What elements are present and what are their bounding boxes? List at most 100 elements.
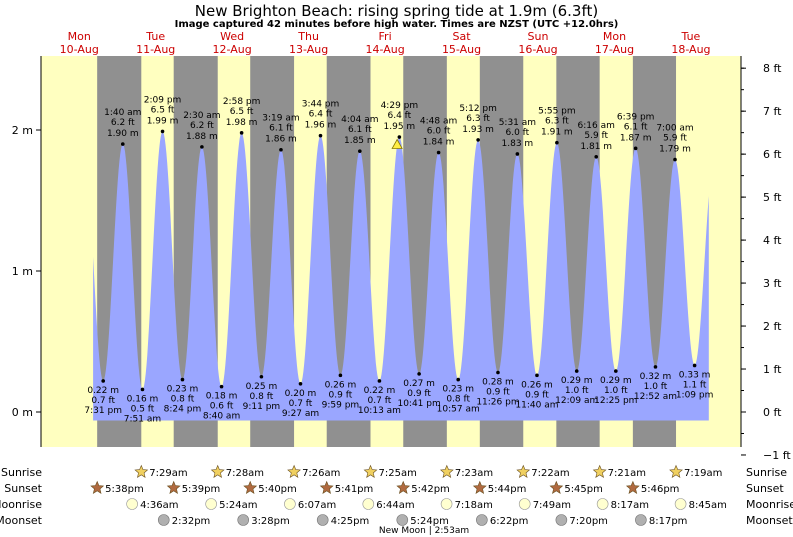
date-label: 17-Aug (595, 43, 634, 56)
sunset-time: 5:44pm (488, 484, 527, 495)
low-ft-label: 0.8 ft (446, 395, 470, 405)
low-time-label: 7:51 am (124, 414, 161, 424)
high-m-label: 1.83 m (502, 139, 534, 149)
sunrise-time: 7:28am (226, 468, 264, 479)
high-ft-label: 5.9 ft (663, 134, 687, 144)
sunset-icon (549, 480, 564, 494)
left-tick-label: 2 m (12, 124, 33, 137)
left-tick-label: 0 m (12, 406, 33, 419)
low-time-label: 9:11 pm (243, 402, 281, 412)
low-ft-label: 0.9 ft (525, 390, 549, 400)
low-m-label: 0.20 m (285, 389, 317, 399)
high-time-label: 1:40 am (104, 108, 141, 118)
high-ft-label: 6.4 ft (309, 110, 333, 120)
date-label: 12-Aug (213, 43, 252, 56)
high-ft-label: 6.2 ft (111, 118, 135, 128)
moonrise-time: 7:18am (455, 500, 493, 511)
extreme-point (101, 379, 105, 383)
high-time-label: 4:29 pm (381, 101, 419, 111)
low-ft-label: 0.7 ft (368, 396, 392, 406)
date-label: 16-Aug (518, 43, 557, 56)
date-label: 13-Aug (289, 43, 328, 56)
low-m-label: 0.25 m (246, 382, 278, 392)
low-m-label: 0.18 m (206, 392, 238, 402)
tide-area-series (93, 131, 709, 421)
high-ft-label: 5.9 ft (584, 131, 608, 141)
extreme-point (377, 379, 382, 383)
moonrise-icon (596, 498, 609, 510)
extreme-point (298, 382, 303, 386)
day-label: Fri (379, 30, 392, 43)
low-m-label: 0.32 m (640, 372, 672, 382)
low-time-label: 12:52 am (634, 392, 677, 402)
low-ft-label: 1.0 ft (644, 382, 668, 392)
moonset-time: 2:32pm (172, 516, 211, 527)
extreme-point (200, 145, 204, 149)
low-m-label: 0.27 m (403, 379, 435, 389)
sunrise-time: 7:19am (684, 468, 722, 479)
current-tide-marker (391, 138, 403, 149)
high-time-label: 2:09 pm (144, 95, 182, 105)
day-label: Tue (145, 30, 165, 43)
low-ft-label: 1.0 ft (604, 386, 628, 396)
extreme-point (219, 384, 224, 389)
right-tick-label: 1 ft (763, 363, 782, 376)
extreme-point (456, 377, 461, 382)
date-label: 10-Aug (60, 43, 99, 56)
extreme-point (417, 372, 421, 376)
sunset-time: 5:40pm (258, 484, 297, 495)
high-ft-label: 6.2 ft (190, 121, 214, 131)
high-time-label: 3:44 pm (302, 100, 340, 110)
high-time-label: 5:55 pm (538, 107, 576, 117)
sunset-icon (396, 480, 411, 494)
moonset-time: 7:20pm (569, 516, 608, 527)
moonset-icon (316, 514, 329, 526)
high-time-label: 6:16 am (578, 121, 615, 131)
high-time-label: 2:58 pm (223, 97, 261, 107)
high-time-label: 6:39 pm (617, 112, 655, 122)
sunset-icon (243, 480, 258, 494)
extreme-point (160, 129, 165, 134)
right-tick-label: 6 ft (763, 148, 782, 161)
date-label: 14-Aug (365, 43, 404, 56)
high-time-label: 5:31 am (499, 118, 536, 128)
right-tick-label: 7 ft (763, 105, 782, 118)
moonset-time: 8:17pm (649, 516, 688, 527)
extreme-point (318, 133, 323, 138)
high-m-label: 1.91 m (541, 128, 573, 138)
low-ft-label: 0.6 ft (210, 402, 234, 412)
sunset-time: 5:39pm (182, 484, 221, 495)
moonset-icon (237, 514, 250, 526)
low-m-label: 0.29 m (561, 376, 593, 386)
moonset-time: 6:22pm (490, 516, 529, 527)
moonrise-icon (362, 498, 375, 510)
low-m-label: 0.22 m (364, 386, 396, 396)
right-tick-label: 5 ft (763, 191, 782, 204)
high-time-label: 4:48 am (420, 117, 457, 127)
moonset-icon (555, 514, 568, 526)
right-tick-label: 4 ft (763, 234, 782, 247)
extreme-point (239, 131, 244, 135)
low-time-label: 10:13 am (358, 406, 401, 416)
high-ft-label: 6.1 ft (269, 124, 293, 134)
low-m-label: 0.29 m (600, 376, 632, 386)
sunrise-time: 7:21am (608, 468, 646, 479)
ephemeris-row-label-right: Moonrise (746, 498, 793, 511)
low-time-label: 12:09 am (555, 396, 598, 406)
high-ft-label: 6.1 ft (348, 125, 372, 135)
low-ft-label: 0.5 ft (131, 404, 155, 414)
sunrise-icon (210, 464, 225, 478)
moonset-time: 4:25pm (331, 516, 370, 527)
date-label: 11-Aug (136, 43, 175, 56)
high-m-label: 1.99 m (147, 116, 179, 126)
right-tick-label: 8 ft (763, 62, 782, 75)
low-time-label: 9:27 am (282, 409, 319, 419)
extreme-point (436, 150, 441, 155)
high-ft-label: 6.5 ft (230, 107, 254, 117)
sunset-icon (472, 480, 487, 494)
low-m-label: 0.26 m (325, 380, 357, 390)
low-ft-label: 1.0 ft (565, 386, 589, 396)
date-label: 18-Aug (671, 43, 710, 56)
